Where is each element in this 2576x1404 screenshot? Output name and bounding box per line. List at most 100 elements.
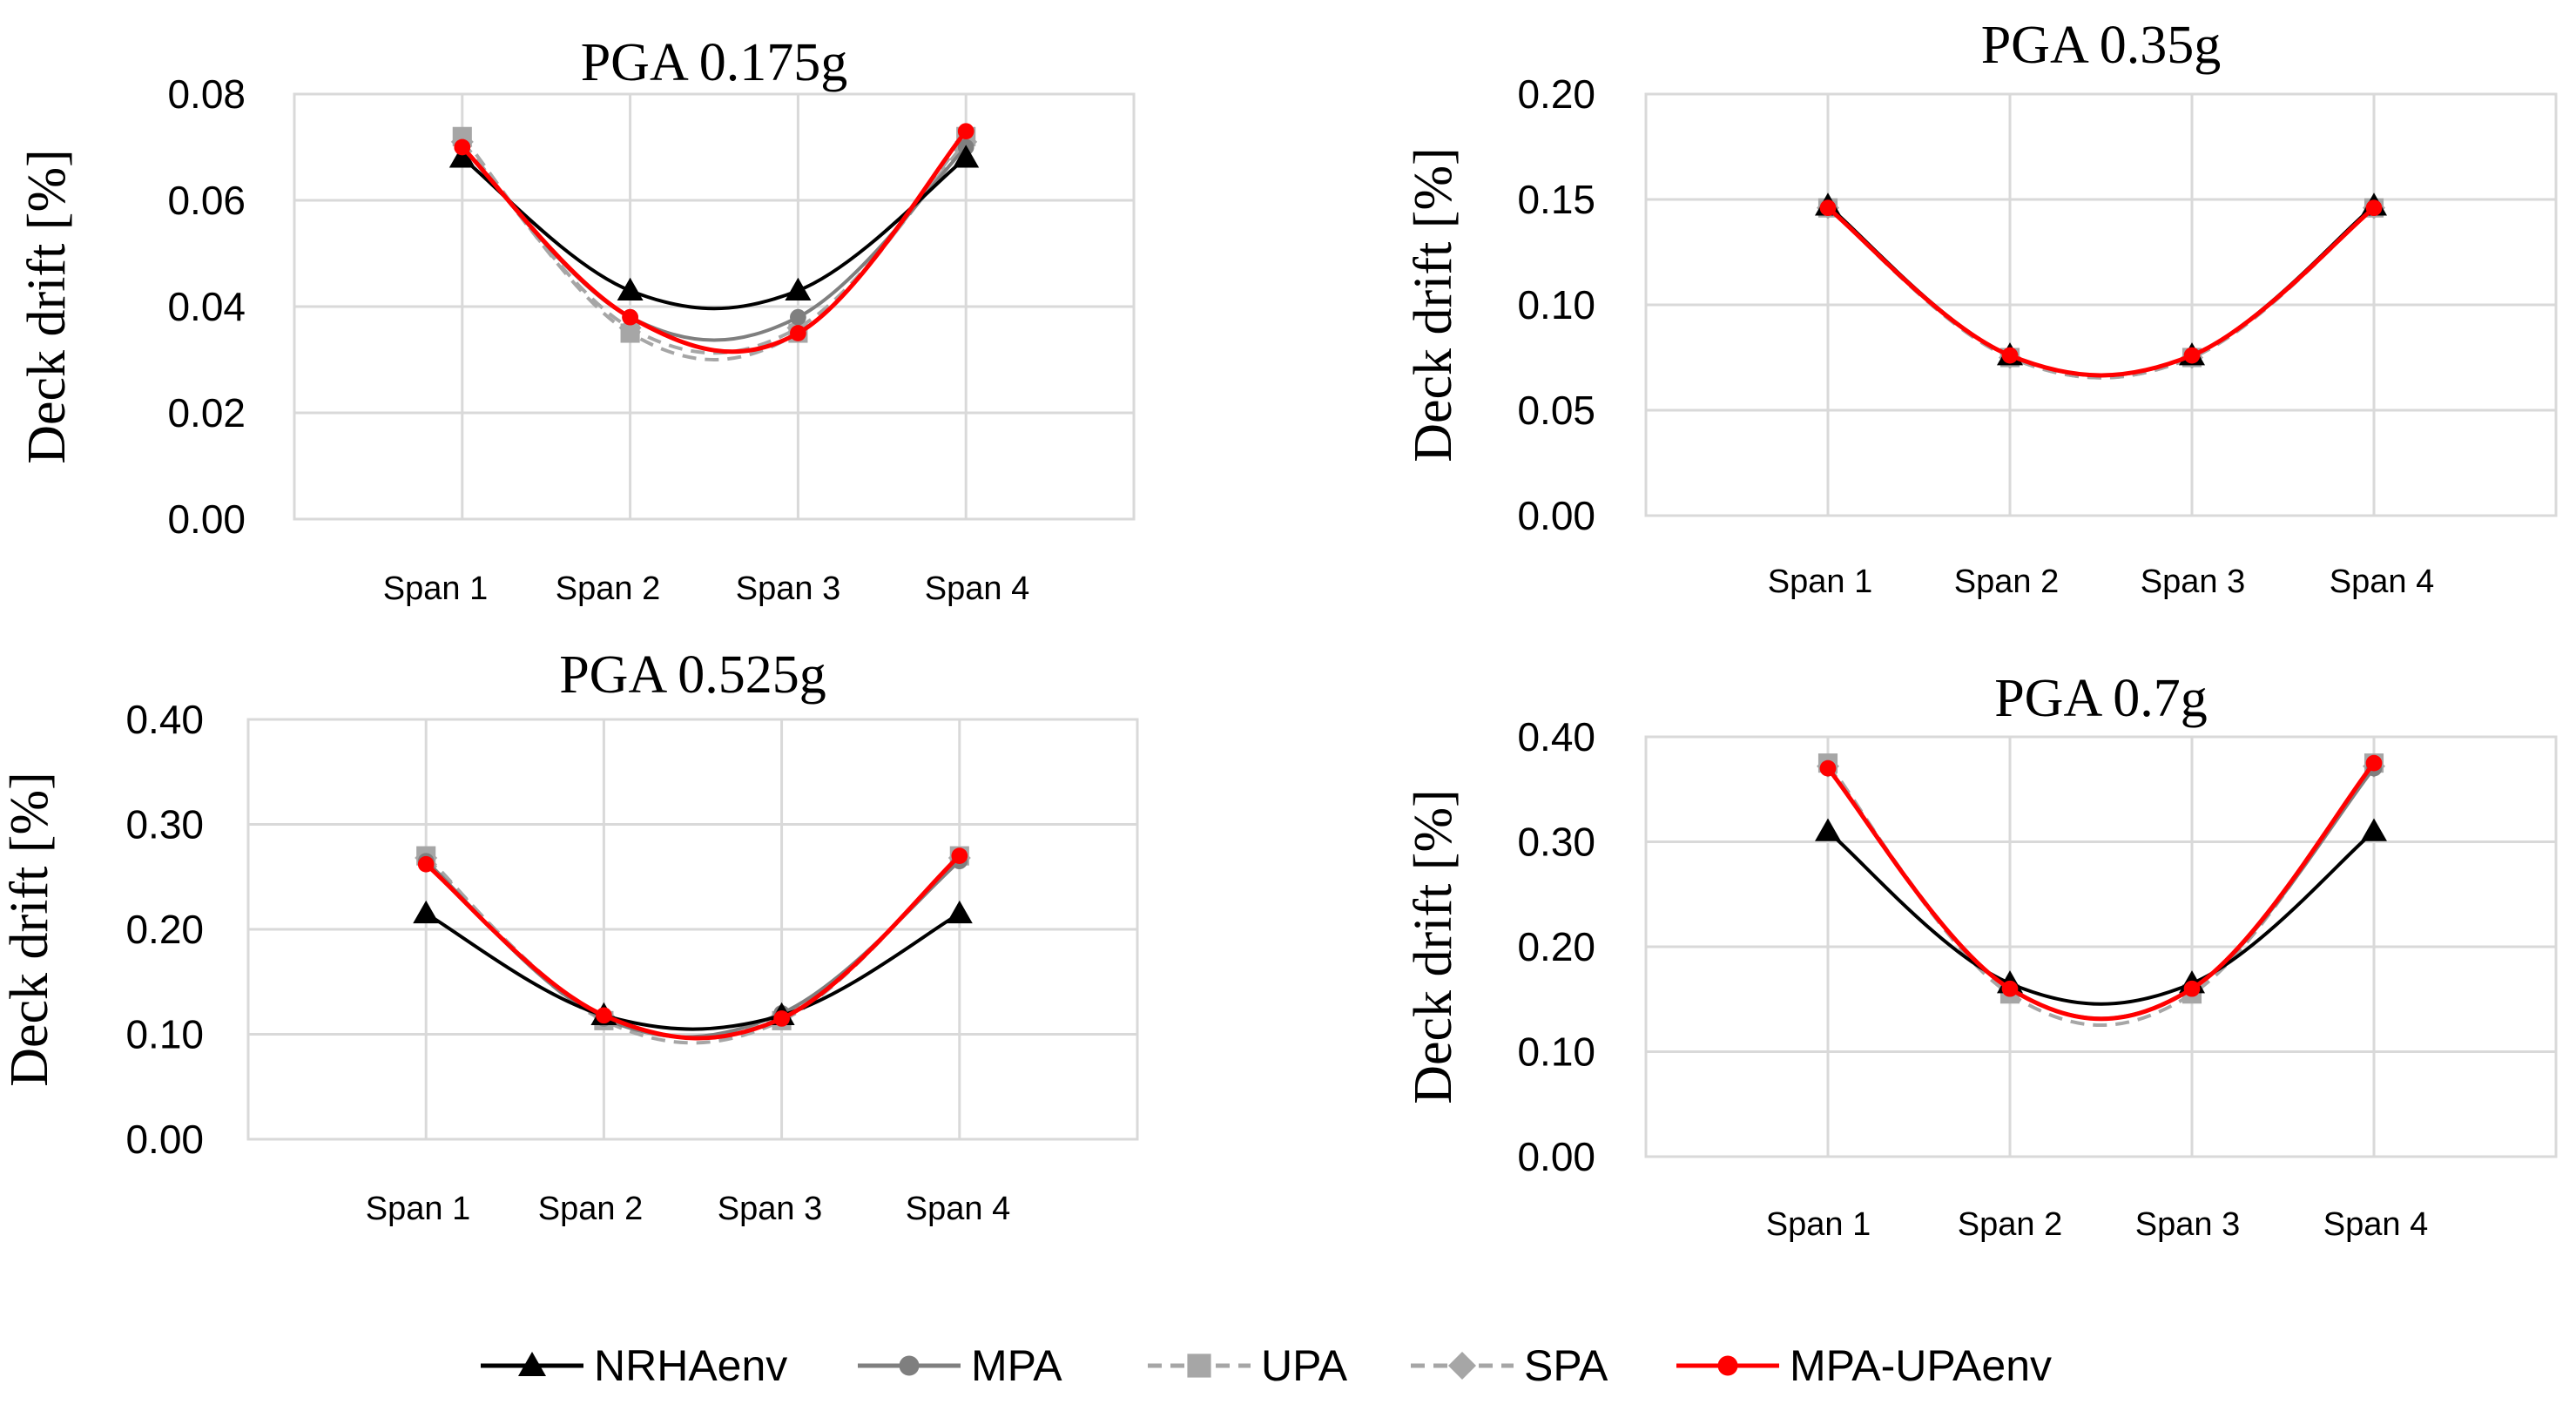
series-line-upa xyxy=(461,135,968,361)
legend-label: MPA xyxy=(971,1341,1062,1390)
series-line-upa xyxy=(1826,206,2376,380)
series-line-upa xyxy=(1826,761,2376,1028)
point-mpa-upaenv xyxy=(773,1010,790,1027)
series-line-mpa-upaenv xyxy=(1826,761,2376,1022)
chart-2: 0.00 0.05 0.10 0.15 0.20 Span 1 Span 2 Span 3 Sp… xyxy=(1404,16,2558,600)
y-tick-label: 0.00 xyxy=(125,1117,204,1162)
series-line-mpa xyxy=(461,145,968,342)
legend-label: UPA xyxy=(1261,1341,1348,1390)
legend-item-nrhaenv: NRHAenv xyxy=(481,1341,787,1390)
series-mpa-upaenv xyxy=(1819,754,2383,1022)
y-tick-label: 0.20 xyxy=(1517,924,1595,969)
charts-root: 0.00 0.02 0.04 0.06 0.08 Span 1 Span 2 Span 3 Sp… xyxy=(0,16,2558,1243)
series-mpa-upaenv xyxy=(1819,199,2383,378)
series-spa xyxy=(1817,196,2385,380)
point-nrhaenv xyxy=(2361,818,2387,841)
point-nrhaenv xyxy=(785,277,812,300)
y-tick-label: 0.10 xyxy=(1517,1029,1595,1075)
series-upa xyxy=(1817,753,2384,1028)
series-nrhaenv xyxy=(1815,818,2387,1006)
series-line-mpa xyxy=(1826,206,2376,377)
point-mpa-upaenv xyxy=(454,138,471,156)
series-upa xyxy=(1817,198,2384,380)
series-line-spa xyxy=(461,140,968,355)
point-mpa-upaenv xyxy=(2365,199,2383,217)
point-nrhaenv xyxy=(413,900,440,924)
series-line-mpa xyxy=(424,860,961,1039)
point-mpa-upaenv xyxy=(2001,980,2019,997)
series-line-upa xyxy=(424,854,961,1045)
series-line-spa xyxy=(1826,206,2376,380)
chart-1: 0.00 0.02 0.04 0.06 0.08 Span 1 Span 2 Span 3 Sp… xyxy=(17,33,1136,607)
point-nrhaenv xyxy=(953,145,980,168)
y-tick-label: 0.04 xyxy=(167,284,246,329)
x-tick-label: Span 1 xyxy=(1768,564,1872,600)
legend-item-mpa-upaenv: MPA-UPAenv xyxy=(1676,1341,2052,1390)
series-line-nrhaenv xyxy=(1826,829,2376,1006)
point-mpa-upaenv xyxy=(957,123,974,140)
point-mpa-upaenv xyxy=(951,847,968,865)
series-line-nrhaenv xyxy=(425,912,961,1031)
point-mpa-upaenv xyxy=(596,1007,612,1024)
point-mpa-upaenv xyxy=(2001,347,2019,364)
series-mpa-upaenv xyxy=(454,123,974,354)
y-tick-label: 0.30 xyxy=(125,802,204,847)
legend-marker xyxy=(518,1352,546,1376)
y-tick-label: 0.10 xyxy=(125,1012,204,1057)
series-mpa xyxy=(417,853,968,1039)
point-nrhaenv xyxy=(448,145,475,168)
legend-item-mpa: MPA xyxy=(858,1341,1062,1390)
series-line-mpa-upaenv xyxy=(424,854,961,1041)
x-tick-label: Span 1 xyxy=(383,570,488,607)
x-tick-label: Span 3 xyxy=(2141,564,2245,600)
x-tick-label: Span 3 xyxy=(718,1191,822,1227)
series-line-mpa-upaenv xyxy=(461,130,968,354)
y-tick-label: 0.30 xyxy=(1517,820,1595,865)
chart-4: 0.00 0.10 0.20 0.30 0.40 Span 1 Span 2 Span 3 Sp… xyxy=(1404,669,2558,1243)
series-line-nrhaenv xyxy=(1826,204,2376,378)
y-axis-label: Deck drift [%] xyxy=(1404,789,1463,1104)
series-spa xyxy=(450,130,978,355)
legend-item-spa: SPA xyxy=(1411,1341,1608,1390)
series-upa xyxy=(452,126,976,361)
series-line-spa xyxy=(424,856,961,1040)
chart-3: 0.00 0.10 0.20 0.30 0.40 Span 1 Span 2 Span 3 Sp… xyxy=(0,645,1139,1227)
series-spa xyxy=(1817,754,2385,1021)
point-mpa-upaenv xyxy=(1819,199,1837,217)
point-mpa-upaenv xyxy=(2183,980,2201,997)
y-tick-label: 0.06 xyxy=(167,178,246,223)
y-tick-label: 0.20 xyxy=(1517,71,1595,117)
x-tick-label: Span 4 xyxy=(906,1191,1010,1227)
point-mpa-upaenv xyxy=(1819,759,1837,777)
x-tick-label: Span 2 xyxy=(1958,1206,2062,1243)
series-spa xyxy=(415,847,971,1040)
y-tick-label: 0.00 xyxy=(167,496,246,542)
legend: NRHAenv MPA UPA SPA MPA-UPAenv xyxy=(481,1341,2052,1390)
legend-label: SPA xyxy=(1524,1341,1608,1390)
x-tick-label: Span 3 xyxy=(2135,1206,2240,1243)
y-axis-label: Deck drift [%] xyxy=(0,772,59,1087)
legend-marker xyxy=(899,1355,920,1376)
x-tick-label: Span 4 xyxy=(2330,564,2434,600)
y-tick-label: 0.15 xyxy=(1517,177,1595,222)
point-mpa-upaenv xyxy=(2365,754,2383,772)
chart-title: PGA 0.175g xyxy=(581,33,848,92)
x-tick-label: Span 1 xyxy=(366,1191,470,1227)
y-axis-label: Deck drift [%] xyxy=(1404,147,1463,462)
legend-item-upa: UPA xyxy=(1148,1341,1348,1390)
x-tick-label: Span 2 xyxy=(1954,564,2059,600)
y-tick-label: 0.10 xyxy=(1517,282,1595,327)
x-tick-label: Span 3 xyxy=(736,570,840,607)
legend-label: MPA-UPAenv xyxy=(1790,1341,2052,1390)
y-tick-label: 0.05 xyxy=(1517,388,1595,433)
point-nrhaenv xyxy=(1815,818,1841,841)
point-mpa-upaenv xyxy=(622,308,638,326)
series-upa xyxy=(416,846,969,1045)
y-tick-label: 0.02 xyxy=(167,390,246,435)
point-nrhaenv xyxy=(946,900,973,924)
y-tick-label: 0.00 xyxy=(1517,1134,1595,1179)
series-mpa xyxy=(1819,759,2383,1021)
y-tick-label: 0.20 xyxy=(125,907,204,952)
y-axis-label: Deck drift [%] xyxy=(17,149,77,464)
legend-marker xyxy=(1187,1353,1211,1378)
